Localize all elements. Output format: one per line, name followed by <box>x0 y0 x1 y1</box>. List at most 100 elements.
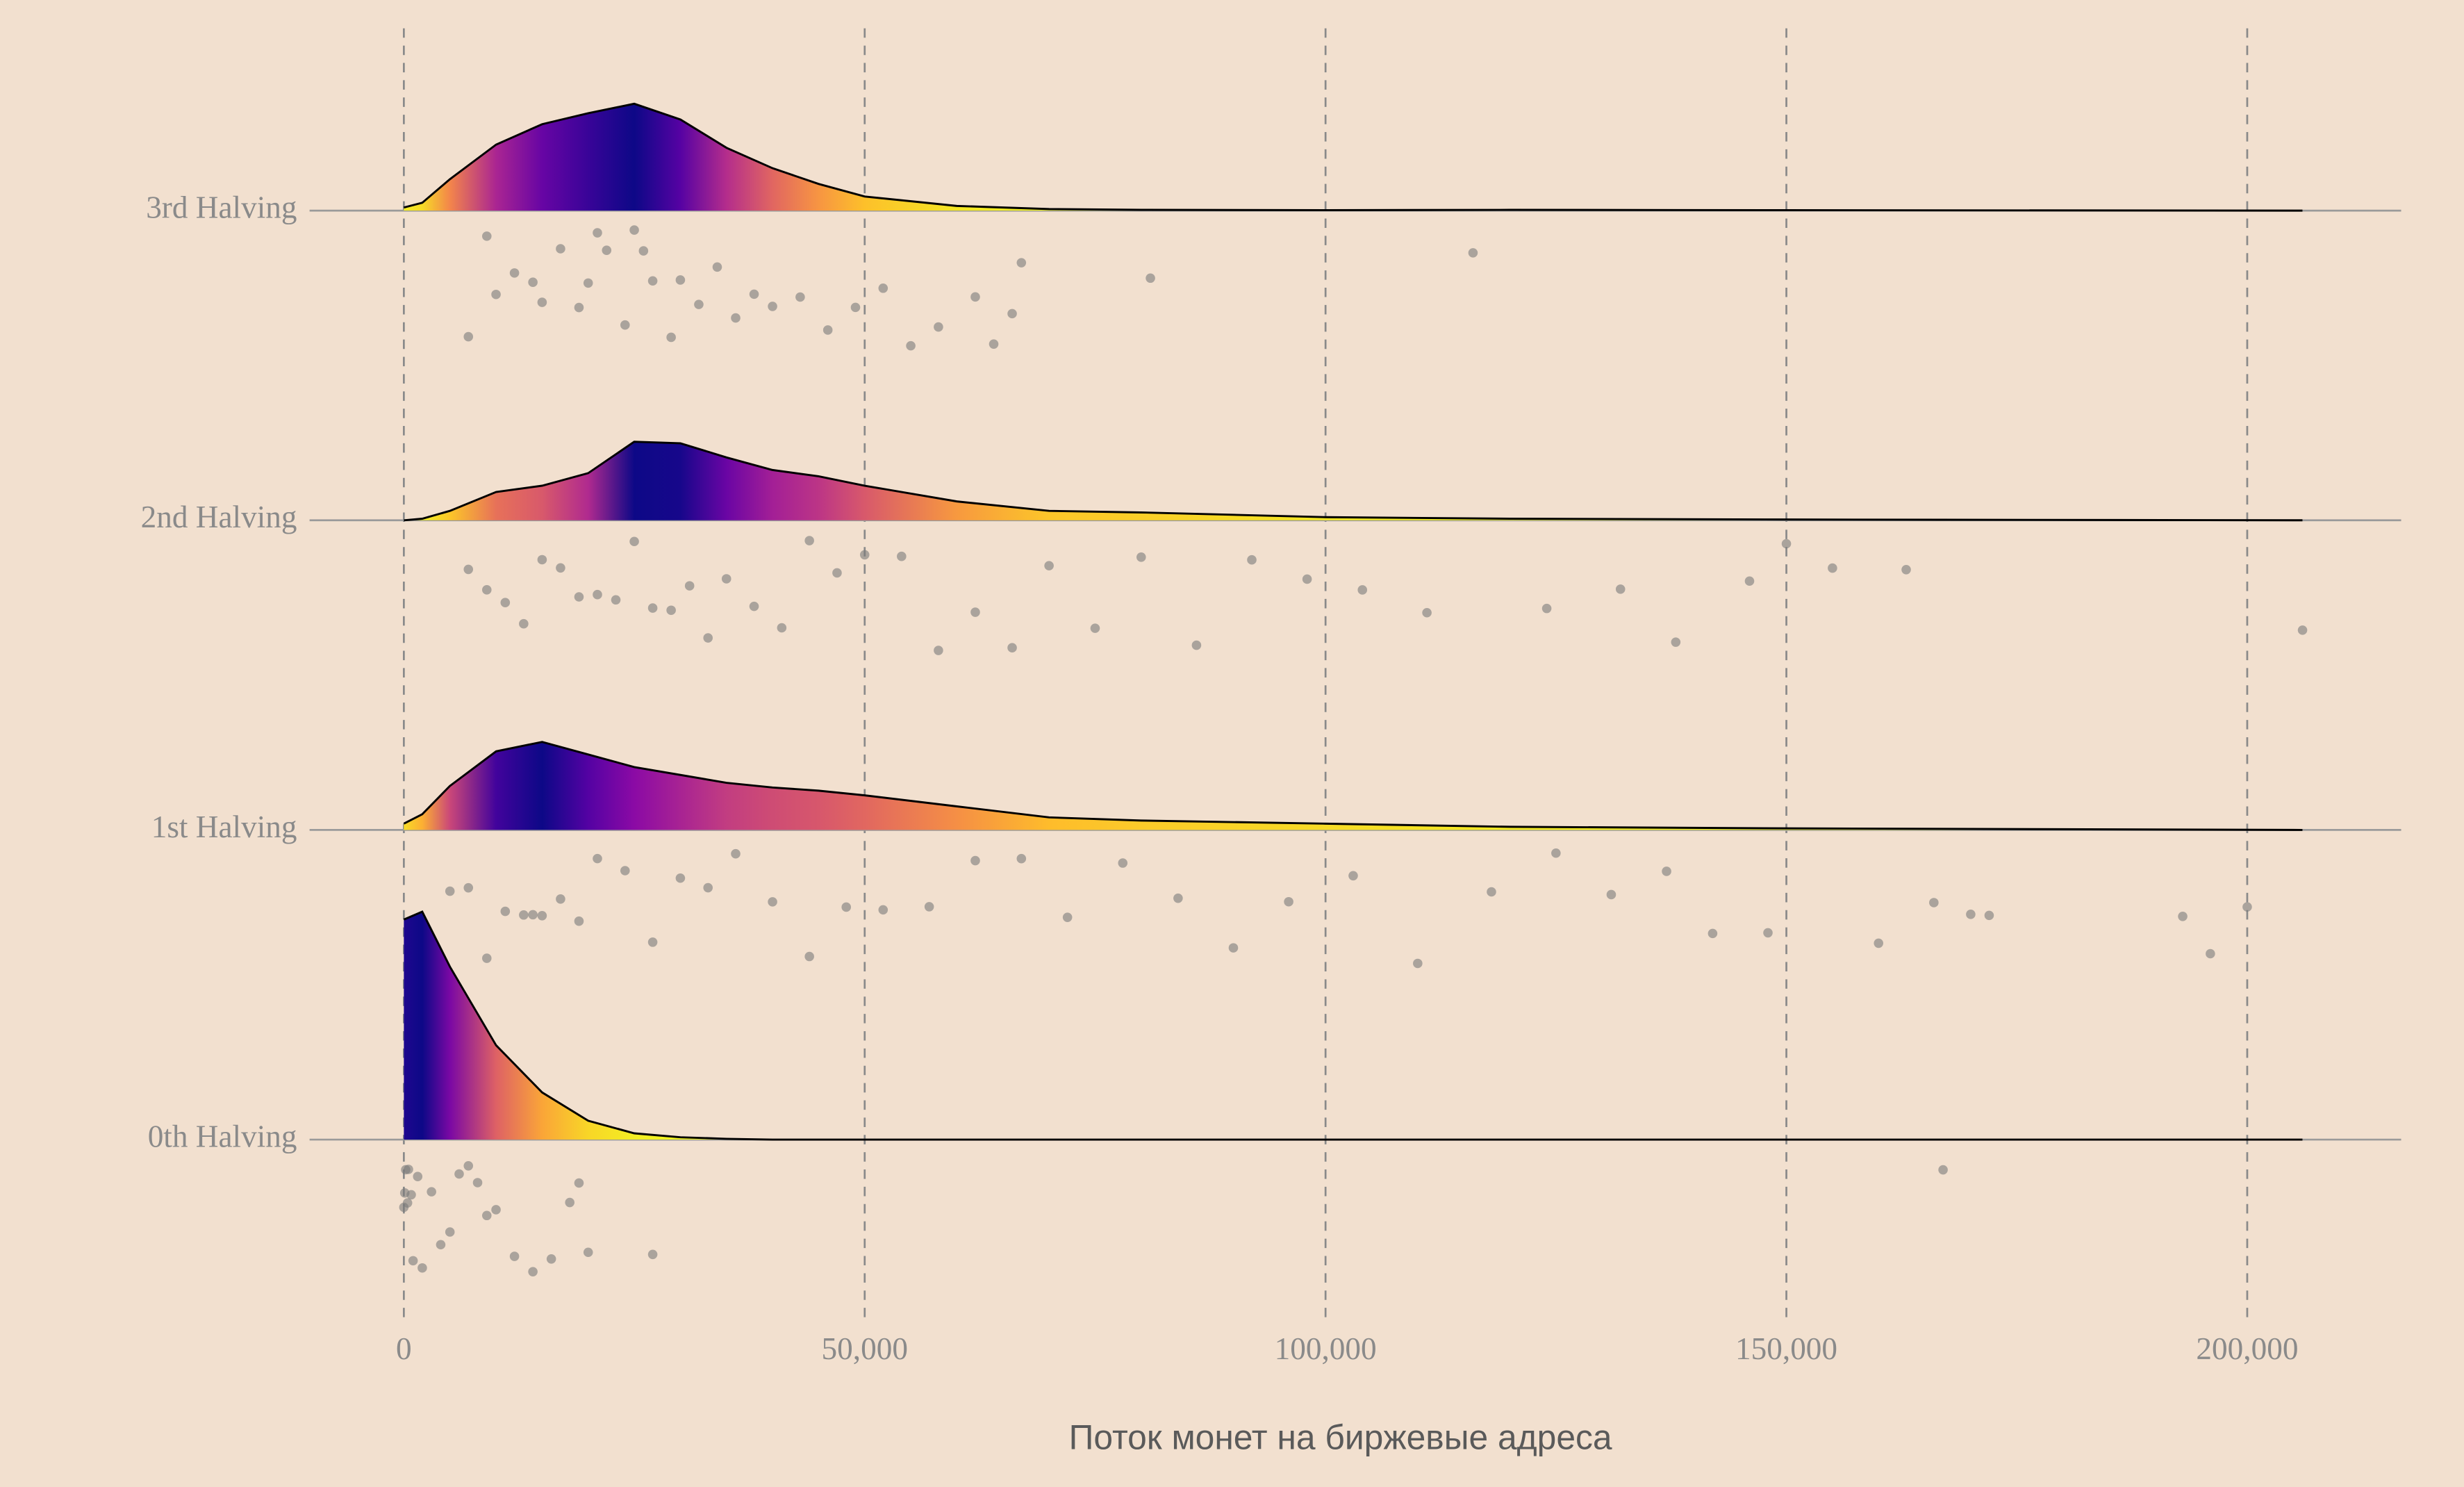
data-point <box>436 1240 446 1250</box>
data-point <box>1874 938 1884 948</box>
data-point <box>1348 871 1358 881</box>
data-point <box>731 313 741 323</box>
data-point <box>970 855 980 866</box>
data-point <box>1671 637 1681 647</box>
data-point <box>666 332 676 343</box>
data-point <box>2242 902 2252 912</box>
category-label: 1st Halving <box>151 810 297 844</box>
data-point <box>1708 928 1718 939</box>
data-point <box>629 225 639 235</box>
data-point <box>1016 258 1027 268</box>
data-point <box>1173 893 1183 903</box>
data-point <box>1357 585 1368 595</box>
density-line <box>403 741 2303 831</box>
data-point <box>832 568 842 578</box>
data-point <box>463 564 474 575</box>
data-point <box>749 601 759 611</box>
data-point <box>647 1249 658 1260</box>
data-point <box>406 1190 416 1200</box>
x-tick-label: 200,000 <box>2196 1331 2298 1366</box>
data-point <box>768 302 777 311</box>
data-point <box>500 906 511 917</box>
data-point <box>463 1160 474 1171</box>
data-point <box>777 623 787 633</box>
data-point <box>509 268 520 278</box>
data-point <box>675 873 686 883</box>
data-point <box>768 897 777 907</box>
data-point <box>924 902 934 912</box>
data-point <box>1191 640 1202 650</box>
data-point <box>491 289 501 299</box>
data-point <box>2206 948 2215 959</box>
data-point <box>647 603 658 613</box>
data-point <box>1044 561 1054 570</box>
data-point <box>620 320 630 330</box>
data-point <box>620 866 630 876</box>
data-point <box>519 618 529 629</box>
data-point <box>1302 574 1312 584</box>
data-point <box>427 1187 436 1197</box>
x-tick-label: 50,000 <box>822 1331 908 1366</box>
data-point <box>583 1247 593 1258</box>
data-point <box>1984 910 1994 921</box>
data-point <box>413 1172 423 1182</box>
data-point <box>593 228 602 238</box>
data-point <box>1090 623 1100 633</box>
density-line <box>403 910 2303 1141</box>
data-point <box>1136 552 1146 562</box>
data-point <box>822 325 833 335</box>
data-point <box>445 1227 455 1237</box>
data-point <box>1016 853 1027 864</box>
data-point <box>593 589 602 600</box>
data-point <box>611 595 621 605</box>
data-point <box>491 1205 501 1215</box>
data-point <box>574 302 584 313</box>
data-point <box>463 331 474 342</box>
data-point <box>850 302 861 313</box>
data-point <box>519 910 529 920</box>
data-point <box>878 905 888 915</box>
data-point <box>1284 896 1293 907</box>
data-point <box>1118 858 1128 868</box>
data-point <box>556 894 565 904</box>
data-point <box>1146 273 1155 284</box>
data-point <box>417 1263 427 1273</box>
data-point <box>1901 565 1911 575</box>
data-point <box>703 882 713 893</box>
data-point <box>989 339 999 349</box>
category-label: 3rd Halving <box>146 190 297 225</box>
data-point <box>934 322 943 332</box>
data-point <box>454 1169 464 1179</box>
data-point <box>878 283 888 293</box>
data-point <box>841 902 852 912</box>
data-point <box>1781 539 1792 549</box>
data-point <box>684 581 695 591</box>
data-point <box>1413 958 1423 969</box>
data-point <box>1966 910 1976 919</box>
data-point <box>666 605 676 616</box>
data-point <box>408 1256 418 1266</box>
data-point <box>749 289 759 299</box>
data-point <box>1422 607 1432 618</box>
category-label: 2nd Halving <box>141 500 297 534</box>
data-point <box>1551 848 1561 858</box>
data-point <box>556 244 565 254</box>
data-point <box>1541 603 1552 614</box>
data-point <box>602 245 612 256</box>
data-point <box>556 563 565 573</box>
data-point <box>1247 554 1257 565</box>
x-tick-label: 0 <box>396 1331 412 1366</box>
data-point <box>1228 943 1239 953</box>
x-tick-label: 150,000 <box>1735 1331 1837 1366</box>
data-point <box>565 1197 574 1208</box>
density-line <box>404 441 2303 522</box>
data-point <box>675 275 686 285</box>
data-point <box>583 278 593 288</box>
data-point <box>481 585 492 595</box>
data-point <box>731 848 741 859</box>
x-tick-label: 100,000 <box>1275 1331 1377 1366</box>
data-point <box>537 554 547 565</box>
data-point <box>528 277 538 287</box>
